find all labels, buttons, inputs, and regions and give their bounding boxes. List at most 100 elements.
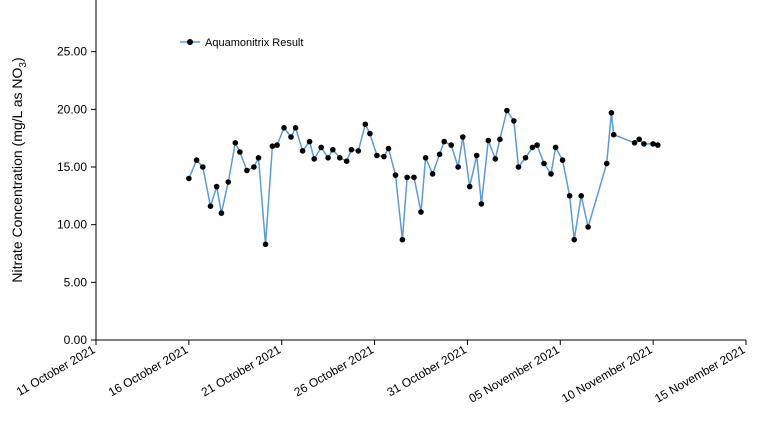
data-point: [213, 183, 220, 190]
y-tick-label: 25.00: [57, 45, 87, 59]
legend-entry-label: Aquamonitrix Result: [205, 37, 303, 49]
data-point: [422, 155, 429, 161]
y-tick-label: 20.00: [57, 102, 87, 116]
x-tick-label: 15 November 2021: [652, 342, 748, 405]
data-point: [411, 174, 417, 181]
data-point: [232, 140, 239, 146]
y-ticks: 0.00 5.00 10.00 15.00 20.00 25.00: [57, 45, 96, 347]
legend-marker-swatch: [187, 39, 193, 45]
data-point: [404, 174, 410, 181]
data-point: [306, 138, 313, 145]
x-tick-label: 21 October 2021: [199, 342, 284, 399]
y-tick-label: 5.00: [64, 275, 88, 289]
y-tick-label: 0.00: [64, 333, 88, 347]
data-point: [641, 141, 647, 147]
data-point: [585, 224, 591, 230]
data-point: [225, 179, 232, 185]
data-point: [485, 137, 492, 144]
data-point: [534, 142, 540, 148]
data-point: [541, 160, 547, 167]
data-point: [460, 134, 466, 140]
data-point: [343, 158, 350, 164]
data-point: [399, 236, 406, 243]
y-tick-label: 10.00: [57, 218, 87, 232]
data-point: [441, 138, 448, 145]
data-point: [362, 121, 369, 128]
series-line: [188, 109, 658, 246]
y-axis-title-main: Nitrate Concentration (mg/L as NO: [9, 68, 25, 283]
data-point: [281, 125, 287, 131]
data-point: [436, 151, 443, 158]
series-layer: [186, 107, 661, 248]
data-point: [610, 131, 617, 138]
data-point: [337, 155, 343, 161]
x-tick-label: 16 October 2021: [106, 342, 191, 399]
data-point: [292, 125, 299, 131]
data-point: [392, 172, 399, 178]
x-tick-label: 10 November 2021: [559, 342, 655, 405]
data-point: [299, 148, 306, 154]
y-axis-title-subscript: 3: [18, 62, 29, 68]
data-point: [608, 110, 615, 116]
data-point: [193, 157, 200, 163]
data-point: [655, 142, 661, 148]
data-point: [603, 160, 610, 167]
data-point: [566, 193, 573, 199]
data-point: [418, 209, 424, 215]
legend: Aquamonitrix Result: [180, 37, 303, 49]
data-point: [578, 193, 584, 199]
data-point: [559, 157, 566, 163]
data-point: [288, 134, 294, 140]
data-point: [466, 183, 473, 190]
data-point: [251, 164, 257, 170]
data-point: [311, 156, 318, 162]
data-point: [636, 136, 642, 143]
data-point: [325, 155, 331, 161]
data-point: [367, 130, 373, 137]
data-point: [244, 167, 250, 174]
data-point: [269, 143, 276, 149]
data-point: [448, 142, 455, 148]
x-tick-label: 05 November 2021: [466, 342, 562, 405]
data-point: [381, 153, 387, 160]
data-point: [529, 144, 536, 151]
data-point: [478, 201, 485, 207]
data-point: [492, 156, 499, 162]
x-tick-label: 31 October 2021: [385, 342, 470, 399]
data-point: [262, 241, 269, 248]
data-point: [207, 203, 214, 209]
data-point: [511, 118, 517, 124]
data-point: [522, 155, 529, 161]
y-axis-title-close: ): [9, 57, 25, 62]
x-tick-label: 26 October 2021: [292, 342, 377, 399]
data-point: [348, 146, 355, 153]
data-point: [274, 142, 280, 148]
data-point: [571, 236, 577, 243]
y-axis-title: Nitrate Concentration (mg/L as NO3): [9, 57, 29, 282]
data-point: [631, 140, 638, 146]
data-point: [497, 136, 503, 143]
data-point: [330, 146, 336, 153]
data-point: [255, 155, 262, 161]
data-point: [355, 148, 362, 154]
data-point: [473, 152, 480, 159]
data-point: [385, 145, 392, 152]
data-point: [429, 171, 436, 177]
data-point: [504, 107, 510, 114]
data-point: [237, 149, 243, 155]
data-point: [200, 164, 206, 170]
data-point: [455, 164, 461, 170]
data-point: [552, 144, 559, 151]
data-point: [218, 210, 225, 216]
x-ticks: 11 October 2021 16 October 2021 21 October…: [14, 340, 748, 406]
data-point: [318, 144, 325, 151]
data-point: [515, 164, 522, 170]
data-point: [374, 152, 380, 159]
data-point: [548, 171, 554, 177]
y-tick-label: 15.00: [57, 160, 87, 174]
x-tick-label: 11 October 2021: [14, 342, 98, 399]
data-point: [650, 141, 656, 147]
axes: [95, 0, 746, 341]
data-point: [186, 175, 192, 182]
